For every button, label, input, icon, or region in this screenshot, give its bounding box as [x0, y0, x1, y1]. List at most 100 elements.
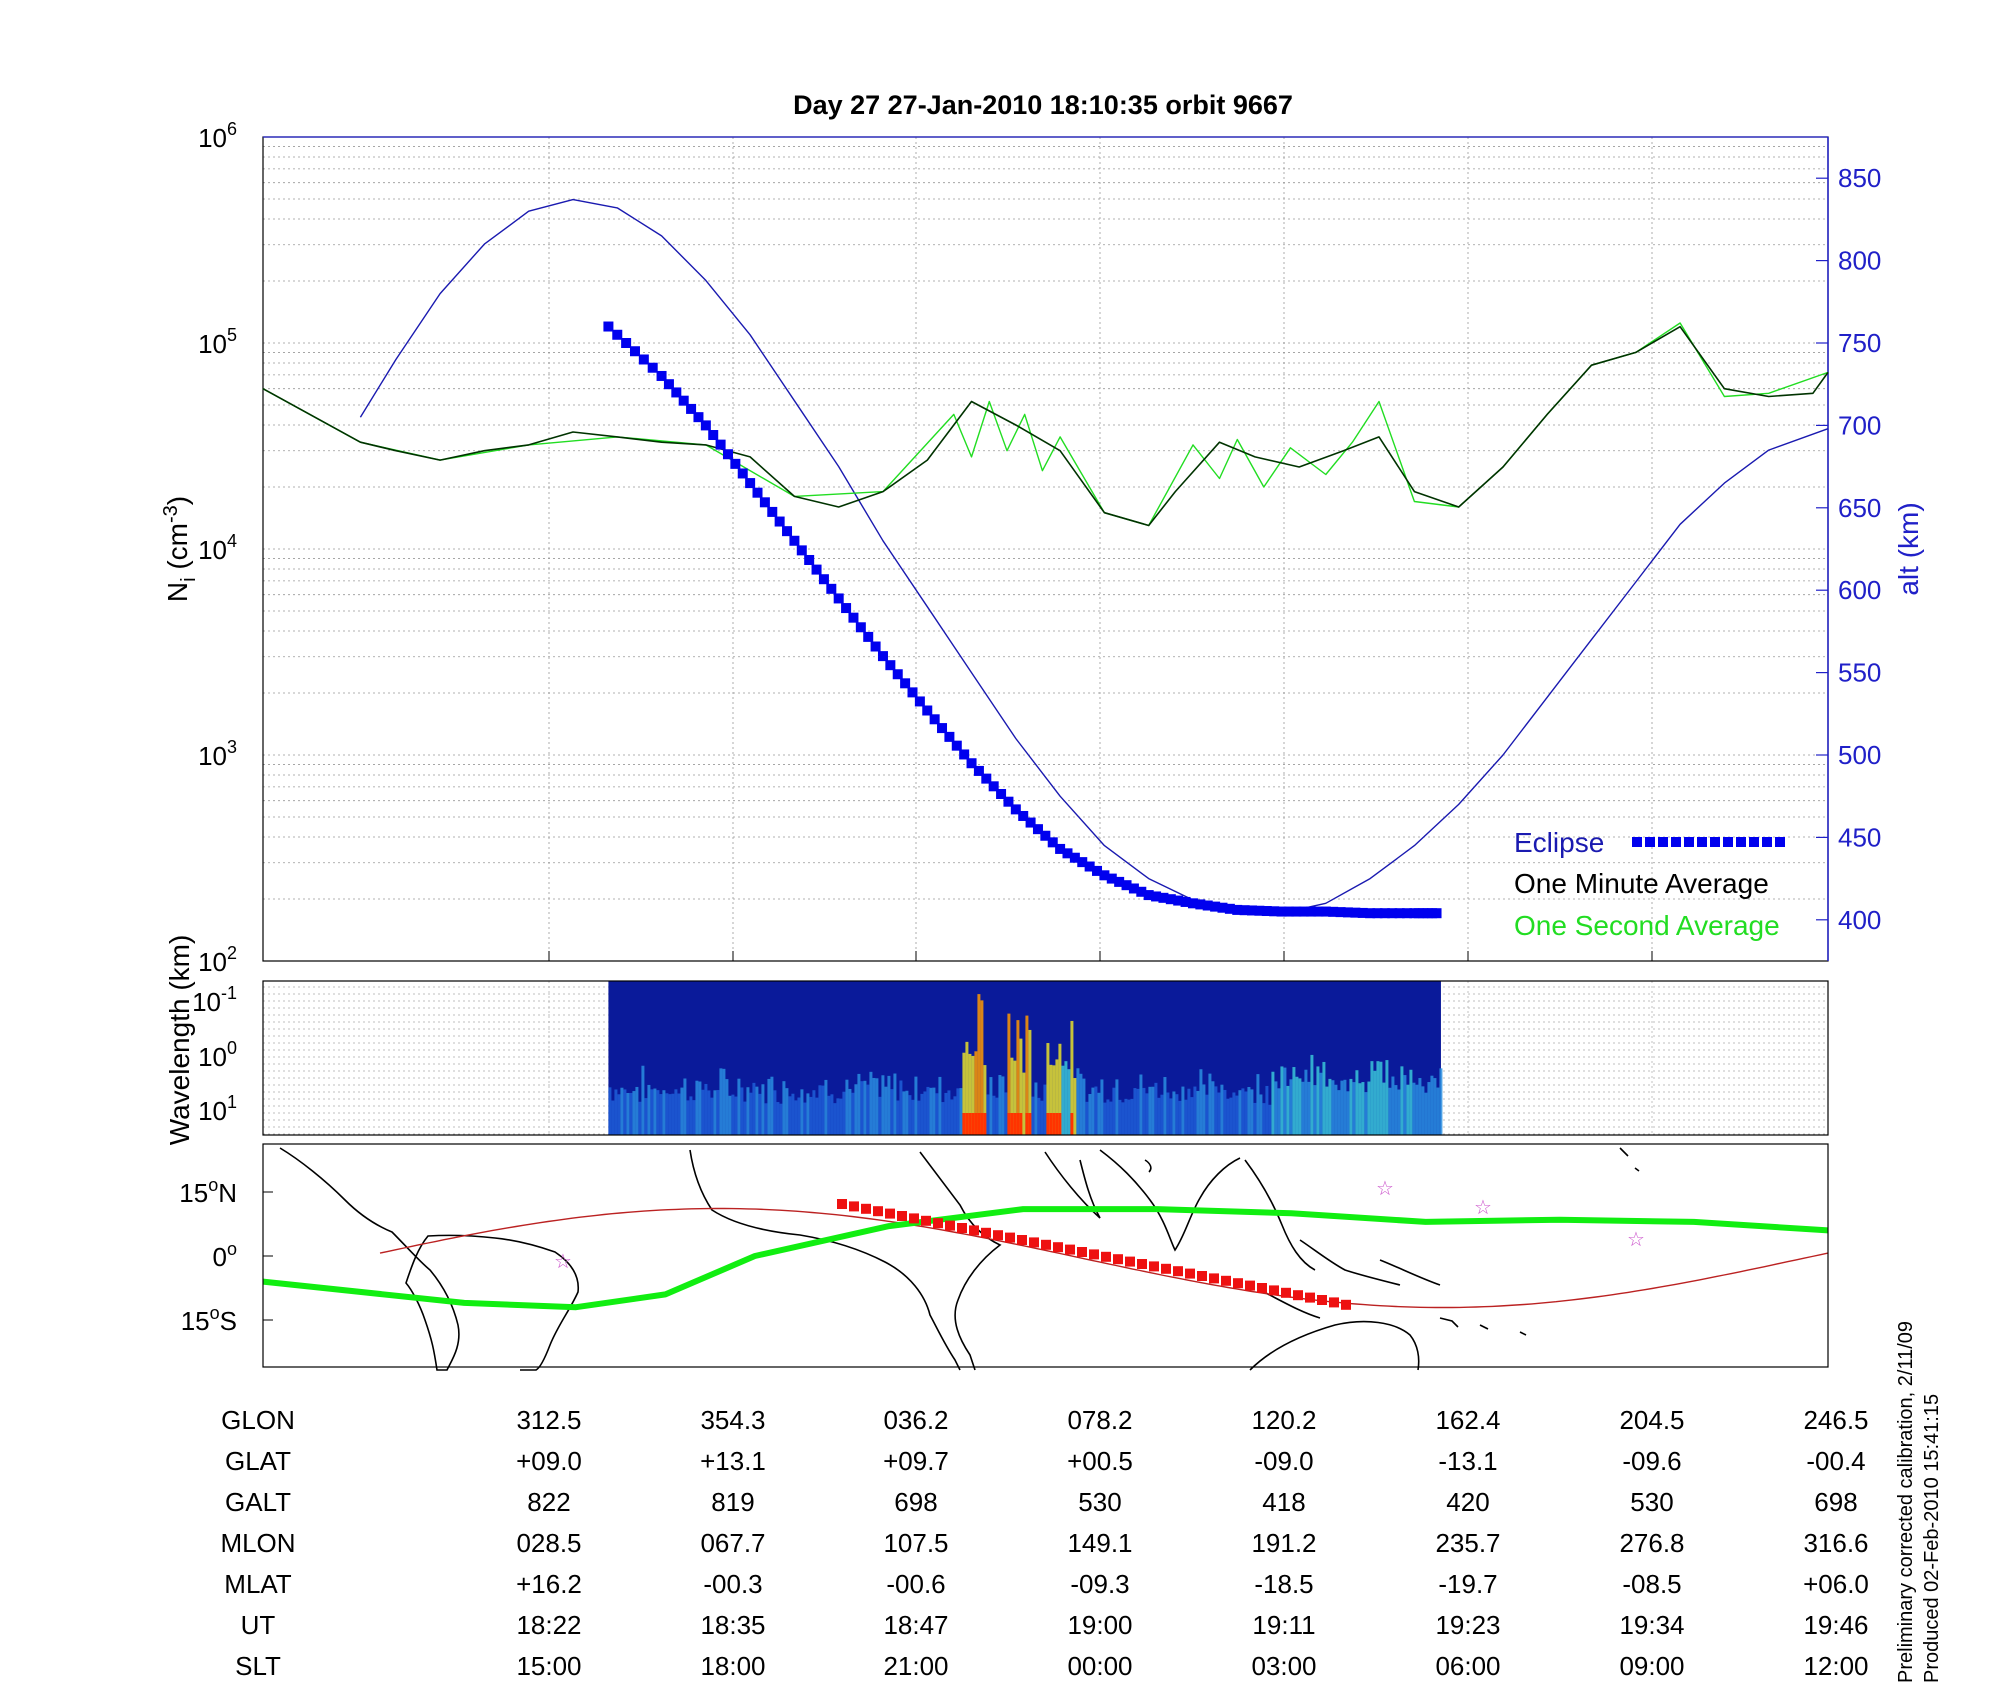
map-eclipse-marker	[1101, 1251, 1111, 1262]
map-y-ticks: 15oN 0o 15oS	[179, 1175, 273, 1336]
density-x-grid	[548, 137, 1653, 961]
eclipse-marker	[973, 765, 984, 776]
spectrogram-column	[929, 1087, 933, 1135]
spectrogram-column	[1259, 1094, 1263, 1135]
spectrogram-column	[620, 1087, 624, 1135]
spectrogram-column	[1340, 1080, 1344, 1135]
spectrogram-column	[665, 1093, 669, 1135]
spectrogram-column	[941, 1102, 945, 1135]
map-lat-tick-label: 15oS	[181, 1303, 237, 1336]
spectrogram-column	[1013, 1060, 1017, 1135]
eclipse-series	[603, 321, 1442, 919]
spectrogram-column	[1220, 1084, 1224, 1135]
spectrogram-column	[1430, 1075, 1434, 1135]
spectrogram-column	[977, 994, 981, 1135]
table-cell: +13.1	[700, 1446, 766, 1476]
spectrogram-column	[677, 1093, 681, 1135]
table-cell: 15:00	[516, 1651, 581, 1681]
spectrogram-column	[842, 1091, 846, 1135]
eclipse-marker	[1099, 870, 1110, 881]
spectrogram-column	[1295, 1076, 1299, 1135]
table-cell: 191.2	[1251, 1528, 1316, 1558]
spectrogram-column	[1112, 1087, 1116, 1135]
eclipse-marker	[1151, 891, 1162, 902]
eclipse-marker	[774, 516, 785, 527]
eclipse-marker	[1276, 906, 1287, 917]
altitude-tick-label: 850	[1838, 163, 1881, 193]
spectrogram-column	[1358, 1083, 1362, 1135]
table-row-label: SLT	[235, 1651, 281, 1681]
spectrogram-column	[707, 1090, 711, 1135]
spectrogram-column	[845, 1079, 849, 1135]
table-cell: 21:00	[883, 1651, 948, 1681]
spectrogram-column	[806, 1093, 810, 1135]
map-eclipse-marker	[1029, 1237, 1039, 1248]
spectrogram-column	[1109, 1101, 1113, 1135]
map-eclipse-marker	[1125, 1256, 1135, 1267]
map-eclipse-marker	[1113, 1254, 1123, 1265]
spectrogram-column	[1337, 1090, 1341, 1135]
coastline-australia	[1249, 1320, 1420, 1371]
spectrogram-column	[1400, 1066, 1404, 1135]
spectrogram-column	[1352, 1082, 1356, 1135]
spectrogram-column	[1016, 1020, 1020, 1135]
spectrogram-column	[1316, 1066, 1320, 1135]
eclipse-marker	[1283, 906, 1294, 917]
legend-eclipse-marker	[1775, 837, 1785, 847]
table-cell: 819	[711, 1487, 754, 1517]
spectrogram-column	[1421, 1086, 1425, 1135]
ephemeris-table: GLON 312.5 354.3 036.2 078.2 120.2 162.4 204.5 2…	[220, 1405, 1868, 1681]
eclipse-marker	[782, 526, 793, 537]
spectrogram-peak	[1019, 1113, 1023, 1135]
eclipse-marker	[966, 758, 977, 769]
eclipse-marker	[863, 631, 874, 642]
table-cell: -00.4	[1806, 1446, 1865, 1476]
spectrogram-column	[1319, 1072, 1323, 1135]
eclipse-marker	[1224, 903, 1235, 914]
eclipse-marker	[1121, 880, 1132, 891]
spectrogram-column	[1154, 1082, 1158, 1135]
spectrogram-column	[959, 1088, 963, 1135]
table-cell: 235.7	[1435, 1528, 1500, 1558]
spectrogram-peak	[974, 1113, 978, 1135]
table-cell: 312.5	[516, 1405, 581, 1435]
altitude-y-label: alt (km)	[1893, 502, 1924, 595]
spectrogram-peak	[962, 1113, 966, 1135]
spectrogram-column	[1328, 1078, 1332, 1135]
table-cell: 067.7	[700, 1528, 765, 1558]
spectrogram-column	[965, 1041, 969, 1135]
eclipse-marker	[715, 439, 726, 450]
spectrogram-column	[1166, 1092, 1170, 1135]
spectrogram-column	[1307, 1081, 1311, 1135]
map-eclipse-marker	[909, 1213, 919, 1224]
eclipse-marker	[870, 641, 881, 652]
spectrogram-column	[1370, 1061, 1374, 1135]
spectrogram-column	[1373, 1070, 1377, 1135]
eclipse-marker	[1342, 907, 1353, 918]
eclipse-marker	[1173, 895, 1184, 906]
map-eclipse-marker	[933, 1218, 943, 1229]
eclipse-marker	[612, 329, 623, 340]
spectrogram-column	[839, 1098, 843, 1135]
eclipse-marker	[1040, 830, 1051, 841]
spectrogram-column	[1118, 1099, 1122, 1135]
spectrogram-column	[764, 1103, 768, 1135]
eclipse-marker	[1202, 900, 1213, 911]
spectrogram-column	[1040, 1100, 1044, 1135]
spectrogram-column	[1148, 1086, 1152, 1135]
spectrogram-column	[1007, 1013, 1011, 1135]
eclipse-marker	[1379, 908, 1390, 919]
eclipse-marker	[1335, 907, 1346, 918]
eclipse-marker	[1320, 906, 1331, 917]
spectrogram-column	[1322, 1061, 1326, 1135]
eclipse-marker	[1114, 876, 1125, 887]
eclipse-marker	[1077, 857, 1088, 868]
spectrogram-column	[1235, 1095, 1239, 1135]
eclipse-marker	[1247, 905, 1258, 916]
eclipse-marker	[1291, 906, 1302, 917]
spectrogram-column	[1031, 1096, 1035, 1135]
table-cell: 246.5	[1803, 1405, 1868, 1435]
spectrogram-column	[1136, 1088, 1140, 1135]
map-eclipse-marker	[1149, 1261, 1159, 1272]
spectrogram-column	[1361, 1082, 1365, 1135]
